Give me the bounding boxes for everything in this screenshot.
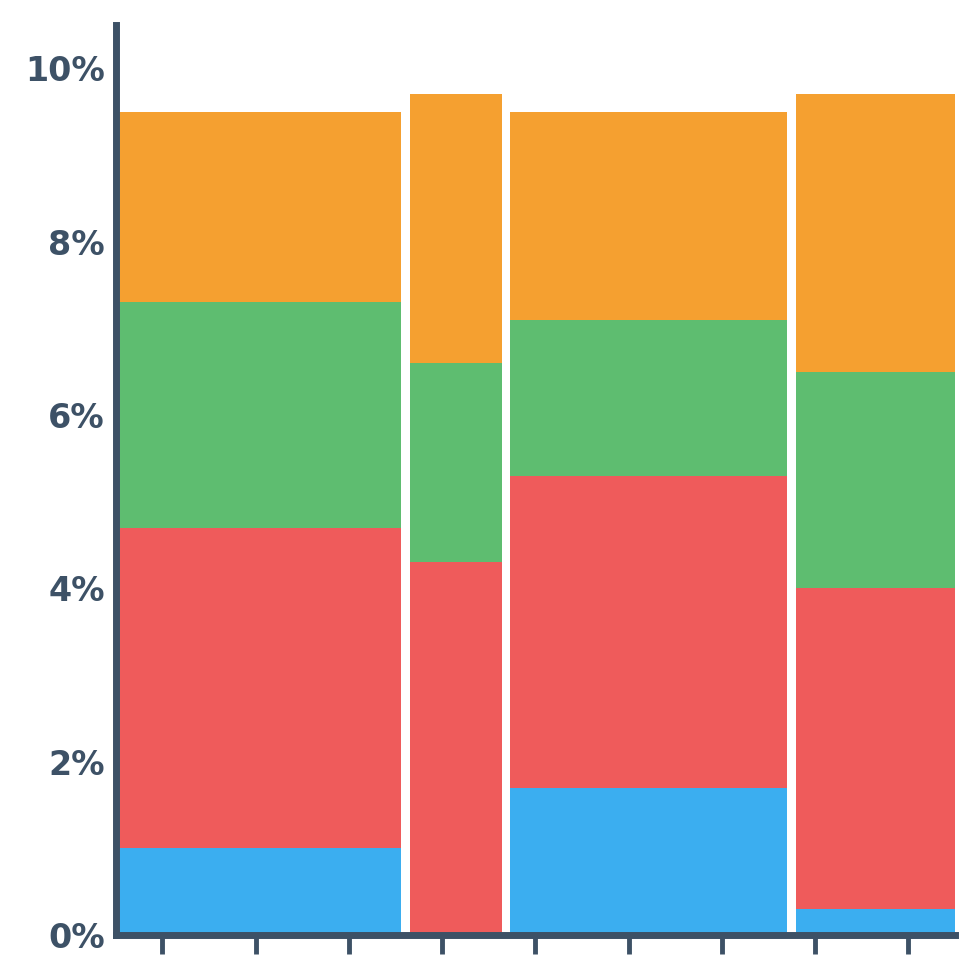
Bar <box>511 788 787 935</box>
Bar <box>410 563 502 935</box>
Bar <box>511 475 787 788</box>
Bar <box>116 112 401 303</box>
Bar <box>511 319 787 475</box>
Bar <box>116 849 401 935</box>
Bar <box>796 909 955 935</box>
Bar <box>116 527 401 849</box>
Bar <box>410 94 502 363</box>
Bar <box>511 112 787 319</box>
Bar <box>410 363 502 563</box>
Bar <box>796 588 955 909</box>
Bar <box>116 303 401 527</box>
Bar <box>796 371 955 588</box>
Bar <box>796 94 955 371</box>
